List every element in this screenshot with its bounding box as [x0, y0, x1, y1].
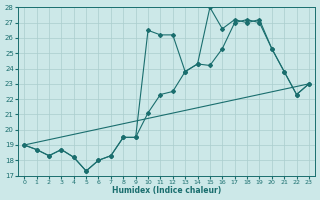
- X-axis label: Humidex (Indice chaleur): Humidex (Indice chaleur): [112, 186, 221, 195]
